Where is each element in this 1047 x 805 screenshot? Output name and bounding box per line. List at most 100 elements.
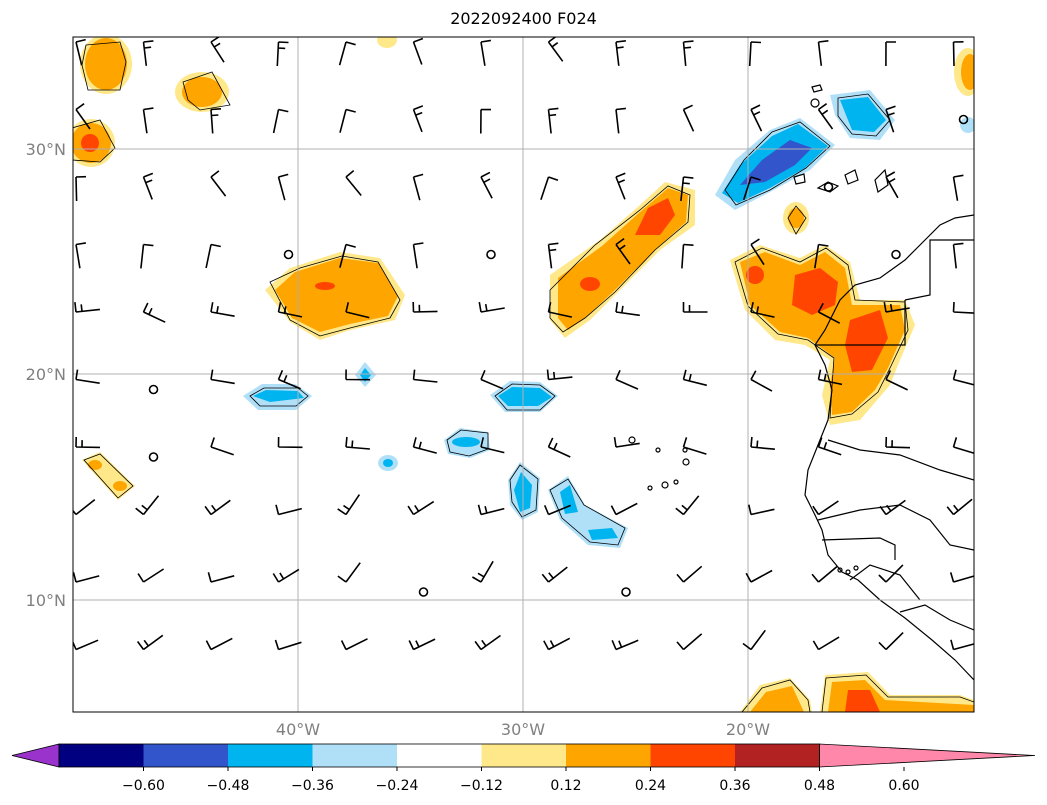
wind-barb (615, 107, 626, 134)
colorbar-tick-label: −0.24 (376, 778, 419, 794)
wind-barb (885, 41, 896, 67)
wind-barb-calm (958, 114, 969, 125)
positive-region (635, 198, 675, 235)
wind-barb (75, 436, 101, 449)
wind-barb (345, 369, 371, 381)
wind-barb (879, 499, 906, 516)
wind-barb (812, 500, 839, 516)
colorbar-segment (228, 744, 313, 767)
island (837, 567, 843, 573)
wind-barb (207, 572, 235, 583)
contour-line (821, 674, 974, 712)
wind-barb-calm (823, 182, 834, 192)
colorbar: −0.60 −0.48 −0.36 −0.24 −0.12 0.12 0.24 0.36 0.4… (11, 743, 1036, 794)
wind-barb (615, 301, 640, 317)
wind-barb (338, 41, 356, 66)
lat-label-20n: 20°N (26, 365, 66, 384)
wind-barb (275, 504, 302, 516)
wind-barb (682, 104, 695, 132)
wind-barb (135, 495, 160, 516)
wind-barb (75, 175, 87, 202)
island (844, 169, 859, 185)
wind-barb (742, 176, 761, 201)
wind-barb (74, 302, 100, 313)
island (682, 458, 690, 466)
wind-barb (812, 636, 840, 651)
wind-barb (142, 107, 154, 134)
wind-barb (750, 104, 763, 132)
contour-line (494, 383, 556, 411)
positive-region (845, 310, 888, 372)
wind-barb (136, 634, 164, 651)
wind-barb (274, 639, 302, 651)
island (874, 168, 889, 193)
wind-barb (210, 369, 235, 385)
colorbar-tick-label: −0.60 (122, 778, 165, 794)
colorbar-segment (59, 744, 144, 767)
colorbar-tick-label: −0.48 (207, 778, 250, 794)
contour-line (734, 247, 909, 419)
wind-barb-calm (621, 587, 631, 597)
wind-barb (478, 301, 505, 313)
wind-barb (682, 40, 694, 66)
wind-barb (412, 437, 437, 454)
contour-line (837, 93, 891, 137)
wind-barb (277, 369, 301, 390)
lat-label-10n: 10°N (26, 591, 66, 610)
colorbar-frame (58, 743, 820, 768)
wind-barb (952, 41, 964, 67)
island (810, 98, 820, 108)
wind-barb (615, 369, 639, 390)
wind-barb-calm (891, 249, 901, 260)
wind-barb (75, 103, 91, 130)
wind-barb (885, 171, 899, 199)
wind-barb (546, 369, 573, 381)
colorbar-tick-label: −0.36 (291, 778, 334, 794)
positive-region (845, 690, 880, 712)
wind-barb (204, 499, 231, 516)
map-panel[interactable] (67, 32, 982, 713)
negative-region (360, 368, 371, 382)
wind-barb (750, 370, 773, 392)
wind-barb (480, 437, 505, 454)
wind-barb-calm (418, 587, 429, 597)
positive-region (81, 134, 99, 152)
wind-barb (205, 637, 233, 651)
wind-barb (949, 572, 974, 583)
wind-barb (477, 504, 505, 516)
island (647, 485, 653, 491)
wind-barb (480, 108, 492, 134)
wind-barb (137, 568, 165, 583)
wind-barb (952, 174, 964, 201)
wind-barb (480, 39, 492, 66)
wind-barb (543, 504, 572, 516)
wind-barb (339, 243, 356, 268)
wind-barb (412, 37, 424, 65)
country-border (899, 604, 974, 631)
wind-barb-calm (148, 452, 159, 462)
wind-barb (540, 176, 559, 201)
wind-barb (946, 498, 973, 516)
wind-barb (883, 301, 910, 313)
wind-barb (817, 437, 842, 456)
wind-barb (750, 302, 775, 318)
wind-barb (615, 172, 626, 200)
wind-barb (337, 494, 361, 516)
colorbar-segment (650, 744, 736, 767)
wind-barb (345, 302, 370, 319)
positive-region (792, 268, 838, 315)
wind-barb (140, 243, 154, 269)
wind-barb (814, 243, 829, 269)
wind-barb-calm (283, 249, 294, 260)
wind-barb (210, 108, 222, 134)
colorbar-segment (143, 744, 229, 767)
wind-barb (73, 498, 96, 516)
wind-barb (210, 170, 227, 197)
wind-barb (682, 437, 707, 455)
wind-barb (748, 504, 775, 516)
negative-region (960, 117, 974, 133)
colorbar-tick-label: 0.60 (888, 778, 919, 794)
wind-barb (337, 562, 361, 583)
contour-line (741, 679, 811, 712)
